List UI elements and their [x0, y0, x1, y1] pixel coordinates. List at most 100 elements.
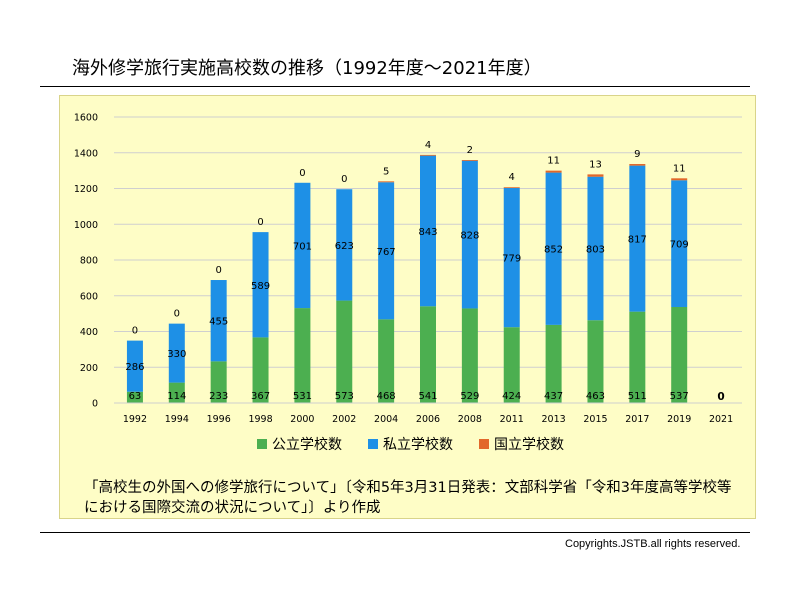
legend-item-public: 公立学校数 — [257, 434, 342, 454]
data-label-national: 9 — [634, 149, 640, 160]
bar-segment-national — [503, 187, 520, 189]
bar-segment-private — [503, 187, 520, 328]
bar-segment-public — [168, 382, 185, 403]
bar-segment-private — [126, 340, 143, 392]
data-label-national: 2 — [467, 145, 473, 156]
x-tick-label: 2008 — [458, 414, 482, 425]
x-tick-label: 1996 — [207, 414, 231, 425]
bar-segment-private — [420, 155, 436, 307]
data-label-public: 541 — [418, 391, 437, 402]
y-tick-label: 1000 — [74, 220, 98, 231]
data-label-public: 114 — [167, 391, 186, 402]
x-tick-label: 2011 — [500, 414, 524, 425]
x-tick-label: 2004 — [374, 414, 398, 425]
bar-segment-public — [210, 361, 227, 403]
data-label-national: 0 — [299, 168, 305, 179]
bar-segment-private — [629, 165, 646, 312]
legend-swatch-private — [368, 439, 378, 449]
x-tick-label: 2015 — [583, 414, 607, 425]
bar-segment-national — [671, 178, 688, 181]
data-label-national: 11 — [673, 163, 686, 174]
legend-label-private: 私立学校数 — [383, 437, 453, 453]
y-tick-label: 1600 — [74, 113, 98, 124]
x-tick-label: 2019 — [667, 414, 691, 425]
data-label-national: 0 — [341, 174, 347, 185]
data-label-private: 803 — [586, 244, 605, 255]
data-label-national: 4 — [425, 140, 431, 151]
bar-segment-national — [420, 154, 436, 156]
data-label-private: 330 — [167, 349, 186, 360]
bar-segment-public — [545, 324, 562, 403]
source-note: 「高校生の外国への修学旅行について」〔令和5年3月31日発表：文部科学省「令和3… — [84, 480, 732, 516]
x-tick-label: 2002 — [332, 414, 356, 425]
data-label-private: 817 — [628, 235, 647, 246]
x-tick-label: 1994 — [165, 414, 189, 425]
bar-segment-public — [503, 327, 520, 403]
bar-segment-public — [126, 391, 143, 403]
data-label-national: 0 — [257, 217, 263, 228]
data-label-public: 437 — [544, 391, 563, 402]
bar-segment-private — [461, 160, 478, 309]
bar-segment-national — [587, 174, 604, 177]
chart-panel: 0 200 400 600 800 1000 1200 1400 1600 63 286 0 1992 1… — [59, 95, 756, 519]
copyright-text: Copyrights.JSTB.all rights reserved. — [565, 538, 741, 550]
data-label-public: 0 — [717, 391, 724, 403]
data-label-national: 13 — [589, 159, 602, 170]
bar-segment-public — [336, 300, 353, 403]
bar-segment-national — [545, 170, 562, 173]
data-label-national: 11 — [547, 156, 560, 167]
data-label-public: 511 — [628, 391, 647, 402]
data-label-private: 623 — [335, 241, 354, 252]
data-label-private: 286 — [125, 362, 144, 373]
bar-segment-national — [461, 160, 478, 161]
data-label-public: 424 — [502, 391, 521, 402]
data-label-national: 5 — [383, 166, 389, 177]
data-label-national: 0 — [132, 326, 138, 337]
bar-segment-public — [378, 319, 395, 403]
bar-segment-public — [294, 308, 311, 403]
data-label-private: 852 — [544, 245, 563, 256]
data-label-public: 233 — [209, 391, 228, 402]
x-tick-label: 2017 — [625, 414, 649, 425]
bar-segment-public — [671, 307, 688, 403]
legend-item-private: 私立学校数 — [368, 434, 453, 454]
bar-segment-private — [336, 189, 353, 301]
data-label-national: 0 — [174, 309, 180, 320]
bar-segment-private — [210, 280, 227, 362]
title-divider — [40, 86, 750, 87]
bar-segment-public — [252, 337, 269, 403]
data-label-private: 779 — [502, 254, 521, 265]
bar-segment-national — [378, 181, 395, 183]
bar-segment-private — [252, 232, 269, 338]
data-label-private: 767 — [377, 247, 396, 258]
y-tick-label: 200 — [80, 363, 98, 374]
data-label-public: 367 — [251, 391, 270, 402]
bar-segment-private — [671, 180, 688, 308]
legend-item-national: 国立学校数 — [479, 434, 564, 454]
bar-segment-private — [378, 182, 395, 320]
bar-segment-public — [420, 306, 436, 403]
data-label-public: 63 — [129, 391, 142, 402]
data-label-public: 573 — [335, 391, 354, 402]
data-label-private: 589 — [251, 281, 270, 292]
legend-label-public: 公立学校数 — [272, 437, 342, 453]
legend-swatch-national — [479, 439, 489, 449]
data-label-public: 529 — [460, 391, 479, 402]
x-tick-label: 1992 — [123, 414, 147, 425]
chart-svg: 0200400600800100012001400160063286019921… — [74, 113, 742, 425]
data-label-national: 0 — [215, 265, 221, 276]
data-label-public: 463 — [586, 391, 605, 402]
bar-segment-private — [294, 182, 311, 309]
y-tick-label: 0 — [92, 399, 98, 410]
data-label-private: 709 — [670, 240, 689, 251]
x-tick-label: 2013 — [542, 414, 566, 425]
bar-segment-public — [587, 320, 604, 403]
bar-segment-private — [168, 323, 185, 383]
y-tick-label: 600 — [80, 291, 98, 302]
x-tick-label: 2006 — [416, 414, 440, 425]
data-label-private: 701 — [293, 241, 312, 252]
data-label-public: 468 — [377, 391, 396, 402]
data-label-public: 537 — [670, 391, 689, 402]
bar-segment-public — [629, 311, 646, 403]
y-tick-label: 1200 — [74, 184, 98, 195]
